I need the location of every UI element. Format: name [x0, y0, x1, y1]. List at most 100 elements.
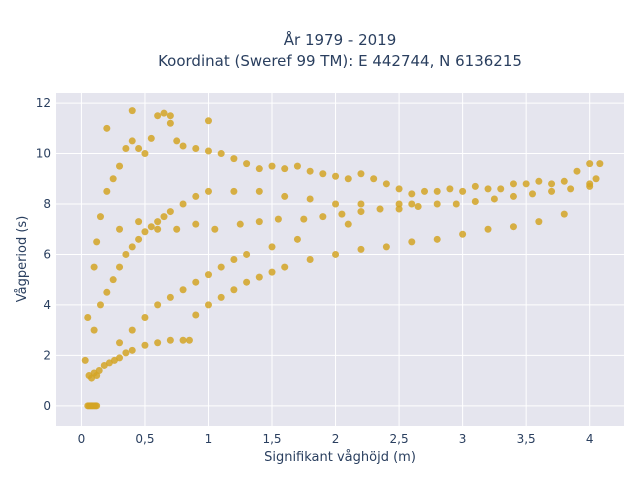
data-point [306, 167, 314, 175]
data-point [344, 220, 352, 228]
data-point [109, 175, 117, 183]
data-point [166, 208, 174, 216]
data-point [274, 215, 282, 223]
data-point [217, 293, 225, 301]
data-point [128, 107, 136, 115]
data-point [357, 208, 365, 216]
data-point [509, 180, 517, 188]
data-point [490, 195, 498, 203]
data-point [560, 210, 568, 218]
data-point [357, 170, 365, 178]
data-point [103, 124, 111, 132]
y-tick-labels: 0 2 4 6 8 10 12 [36, 96, 51, 413]
data-point [154, 301, 162, 309]
data-point [166, 336, 174, 344]
data-point [122, 349, 130, 357]
data-point [93, 238, 101, 246]
plot-area [56, 93, 624, 426]
data-point [141, 228, 149, 236]
data-point [433, 187, 441, 195]
data-point [268, 243, 276, 251]
y-tick-label: 6 [43, 247, 51, 261]
data-point [116, 225, 124, 233]
data-point [128, 243, 136, 251]
y-tick-label: 0 [43, 399, 51, 413]
data-points [81, 107, 604, 410]
data-point [268, 268, 276, 276]
data-point [306, 256, 314, 263]
data-point [141, 341, 149, 349]
data-point [255, 165, 263, 173]
data-point [281, 192, 289, 200]
data-point [116, 354, 124, 362]
data-point [192, 145, 200, 152]
y-tick-label: 12 [36, 96, 51, 110]
chart-title-line1: År 1979 - 2019 [284, 30, 397, 49]
data-point [319, 213, 327, 221]
data-point [128, 137, 136, 145]
y-axis-title: Vågperiod (s) [15, 216, 30, 303]
data-point [338, 210, 346, 218]
data-point [179, 286, 187, 294]
data-point [548, 180, 556, 188]
data-point [357, 200, 365, 208]
data-point [90, 326, 98, 334]
data-point [185, 336, 193, 344]
data-point [567, 185, 575, 193]
x-tick-label: 1 [205, 432, 213, 446]
data-point [293, 162, 301, 170]
data-point [497, 185, 505, 193]
data-point [395, 205, 403, 213]
data-point [160, 213, 168, 221]
data-point [535, 177, 543, 185]
data-point [128, 326, 136, 334]
x-tick-labels: 0 0,5 1 1,5 2 2,5 3 3,5 4 [78, 432, 594, 446]
data-point [560, 177, 568, 185]
data-point [204, 147, 212, 155]
data-point [243, 160, 251, 168]
data-point [535, 218, 543, 226]
data-point [370, 175, 378, 183]
data-point [433, 235, 441, 243]
data-point [230, 155, 238, 163]
data-point [255, 218, 263, 226]
data-point [471, 197, 479, 205]
data-point [204, 117, 212, 125]
data-point [243, 278, 251, 286]
data-point [84, 314, 92, 322]
data-point [395, 200, 403, 208]
data-point [103, 288, 111, 296]
data-point [414, 203, 422, 211]
x-tick-label: 3,5 [517, 432, 536, 446]
data-point [217, 150, 225, 158]
data-point [154, 218, 162, 226]
data-point [332, 250, 340, 258]
data-point [344, 175, 352, 183]
data-point [154, 225, 162, 233]
data-point [293, 235, 301, 243]
x-tick-label: 0 [78, 432, 86, 446]
x-tick-label: 2 [332, 432, 340, 446]
data-point [592, 175, 600, 183]
data-point [484, 185, 492, 193]
data-point [332, 200, 340, 208]
data-point [154, 112, 162, 120]
data-point [192, 192, 200, 200]
data-point [122, 250, 130, 258]
y-tick-label: 2 [43, 348, 51, 362]
data-point [382, 243, 390, 251]
data-point [421, 187, 429, 195]
data-point [160, 109, 168, 117]
y-tick-label: 10 [36, 147, 51, 161]
data-point [135, 145, 143, 152]
data-point [230, 286, 238, 294]
data-point [141, 150, 149, 158]
data-point [509, 223, 517, 231]
data-point [217, 263, 225, 271]
data-point [586, 160, 594, 168]
data-point [211, 225, 219, 233]
data-point [459, 187, 467, 195]
data-point [484, 225, 492, 233]
chart-title-line2: Koordinat (Sweref 99 TM): E 442744, N 61… [158, 52, 522, 70]
data-point [154, 339, 162, 347]
